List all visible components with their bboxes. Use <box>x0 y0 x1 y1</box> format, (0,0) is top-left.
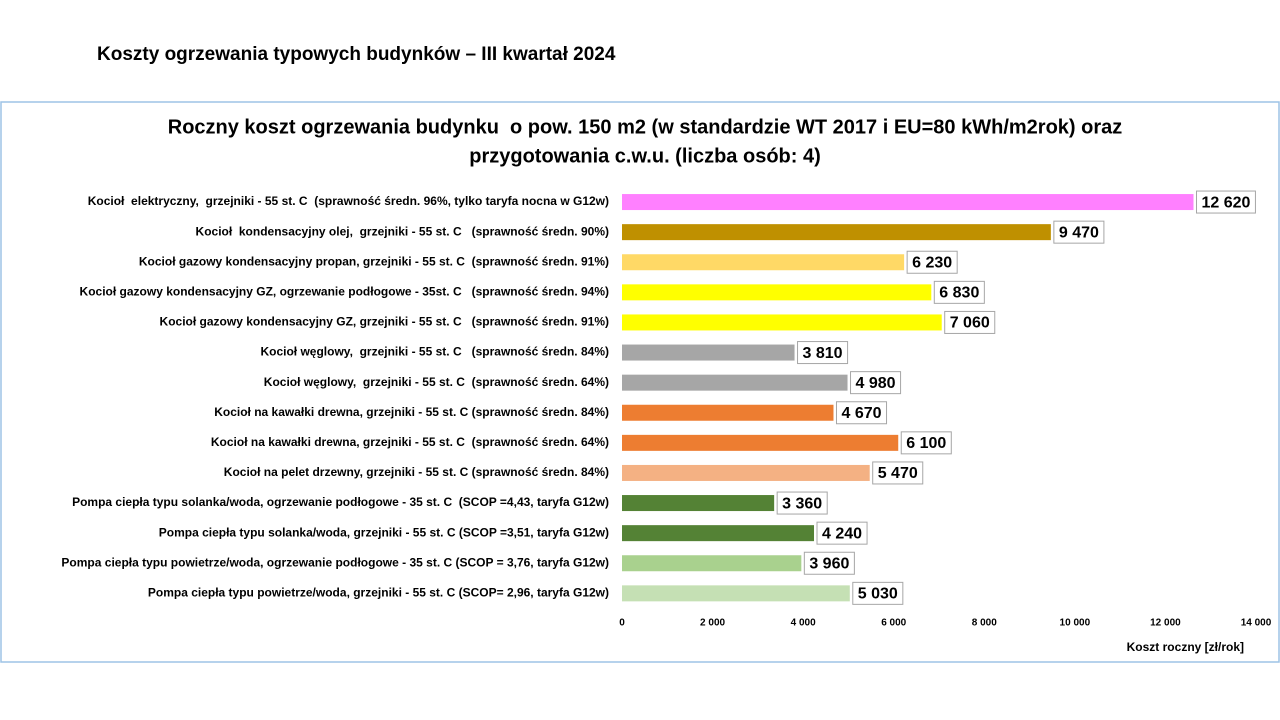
y-tick-label: Pompa ciepła typu solanka/woda, ogrzewan… <box>72 495 609 509</box>
x-tick-label: 0 <box>619 618 625 629</box>
y-tick-label: Kocioł elektryczny, grzejniki - 55 st. C… <box>88 194 609 208</box>
value-label: 6 230 <box>912 254 952 271</box>
value-label: 3 810 <box>803 345 843 362</box>
bar <box>622 224 1051 241</box>
bar <box>622 525 815 542</box>
bar <box>622 464 870 481</box>
value-label: 4 670 <box>841 405 881 422</box>
value-label-box <box>852 581 904 605</box>
value-label: 5 030 <box>858 586 898 603</box>
bar <box>622 434 899 451</box>
bar <box>622 254 905 271</box>
x-tick-label: 8 000 <box>972 618 997 629</box>
value-label-box <box>1196 190 1256 214</box>
x-tick-label: 14 000 <box>1241 618 1272 629</box>
bar <box>622 404 834 421</box>
value-label: 9 470 <box>1059 224 1099 241</box>
chart-title: przygotowania c.w.u. (liczba osób: 4) <box>469 145 821 167</box>
value-label-box <box>906 250 958 274</box>
bar <box>622 344 795 361</box>
value-label-box <box>816 521 868 545</box>
y-tick-label: Kocioł na pelet drzewny, grzejniki - 55 … <box>224 465 609 479</box>
bar <box>622 374 848 391</box>
y-tick-label: Kocioł gazowy kondensacyjny propan, grze… <box>139 254 609 268</box>
value-label: 4 240 <box>822 525 862 542</box>
chart-title: Roczny koszt ogrzewania budynku o pow. 1… <box>168 116 1123 138</box>
x-tick-label: 10 000 <box>1060 618 1091 629</box>
bar <box>622 585 850 602</box>
bar <box>622 495 775 512</box>
x-tick-label: 2 000 <box>700 618 725 629</box>
value-label-box <box>797 341 849 365</box>
x-tick-label: 4 000 <box>791 618 816 629</box>
value-label: 12 620 <box>1202 194 1251 211</box>
x-tick-label: 6 000 <box>881 618 906 629</box>
y-tick-label: Pompa ciepła typu solanka/woda, grzejnik… <box>159 525 609 539</box>
bar <box>622 194 1194 211</box>
value-label-box <box>835 401 888 425</box>
value-label-box <box>1053 220 1105 244</box>
y-tick-label: Kocioł węglowy, grzejniki - 55 st. C (sp… <box>264 375 609 389</box>
y-tick-label: Kocioł gazowy kondensacyjny GZ, grzejnik… <box>160 315 609 329</box>
page-title: Koszty ogrzewania typowych budynków – II… <box>97 44 616 65</box>
bar <box>622 555 802 572</box>
value-label: 5 470 <box>878 465 918 482</box>
value-label-box <box>933 280 985 304</box>
value-label: 7 060 <box>950 315 990 332</box>
value-label: 6 100 <box>906 435 946 452</box>
value-label-box <box>803 551 855 575</box>
value-label: 6 830 <box>939 285 979 302</box>
value-label-box <box>850 371 902 395</box>
y-tick-label: Kocioł gazowy kondensacyjny GZ, ogrzewan… <box>80 285 609 299</box>
y-tick-label: Kocioł na kawałki drewna, grzejniki - 55… <box>214 405 609 419</box>
bar <box>622 284 932 301</box>
x-axis-label: Koszt roczny [zł/rok] <box>1127 640 1244 654</box>
value-label: 3 960 <box>809 555 849 572</box>
value-label: 4 980 <box>856 375 896 392</box>
value-label-box <box>900 431 952 455</box>
y-tick-label: Pompa ciepła typu powietrze/woda, grzejn… <box>148 586 609 600</box>
x-tick-label: 12 000 <box>1150 618 1181 629</box>
value-label-box <box>872 461 924 485</box>
bar <box>622 314 942 331</box>
y-tick-label: Kocioł węglowy, grzejniki - 55 st. C (sp… <box>260 345 609 359</box>
y-tick-label: Pompa ciepła typu powietrze/woda, ogrzew… <box>61 555 609 569</box>
value-label: 3 360 <box>782 495 822 512</box>
y-tick-label: Kocioł na kawałki drewna, grzejniki - 55… <box>211 435 609 449</box>
value-label-box <box>776 491 828 515</box>
y-tick-label: Kocioł kondensacyjny olej, grzejniki - 5… <box>196 224 609 238</box>
value-label-box <box>944 310 996 334</box>
